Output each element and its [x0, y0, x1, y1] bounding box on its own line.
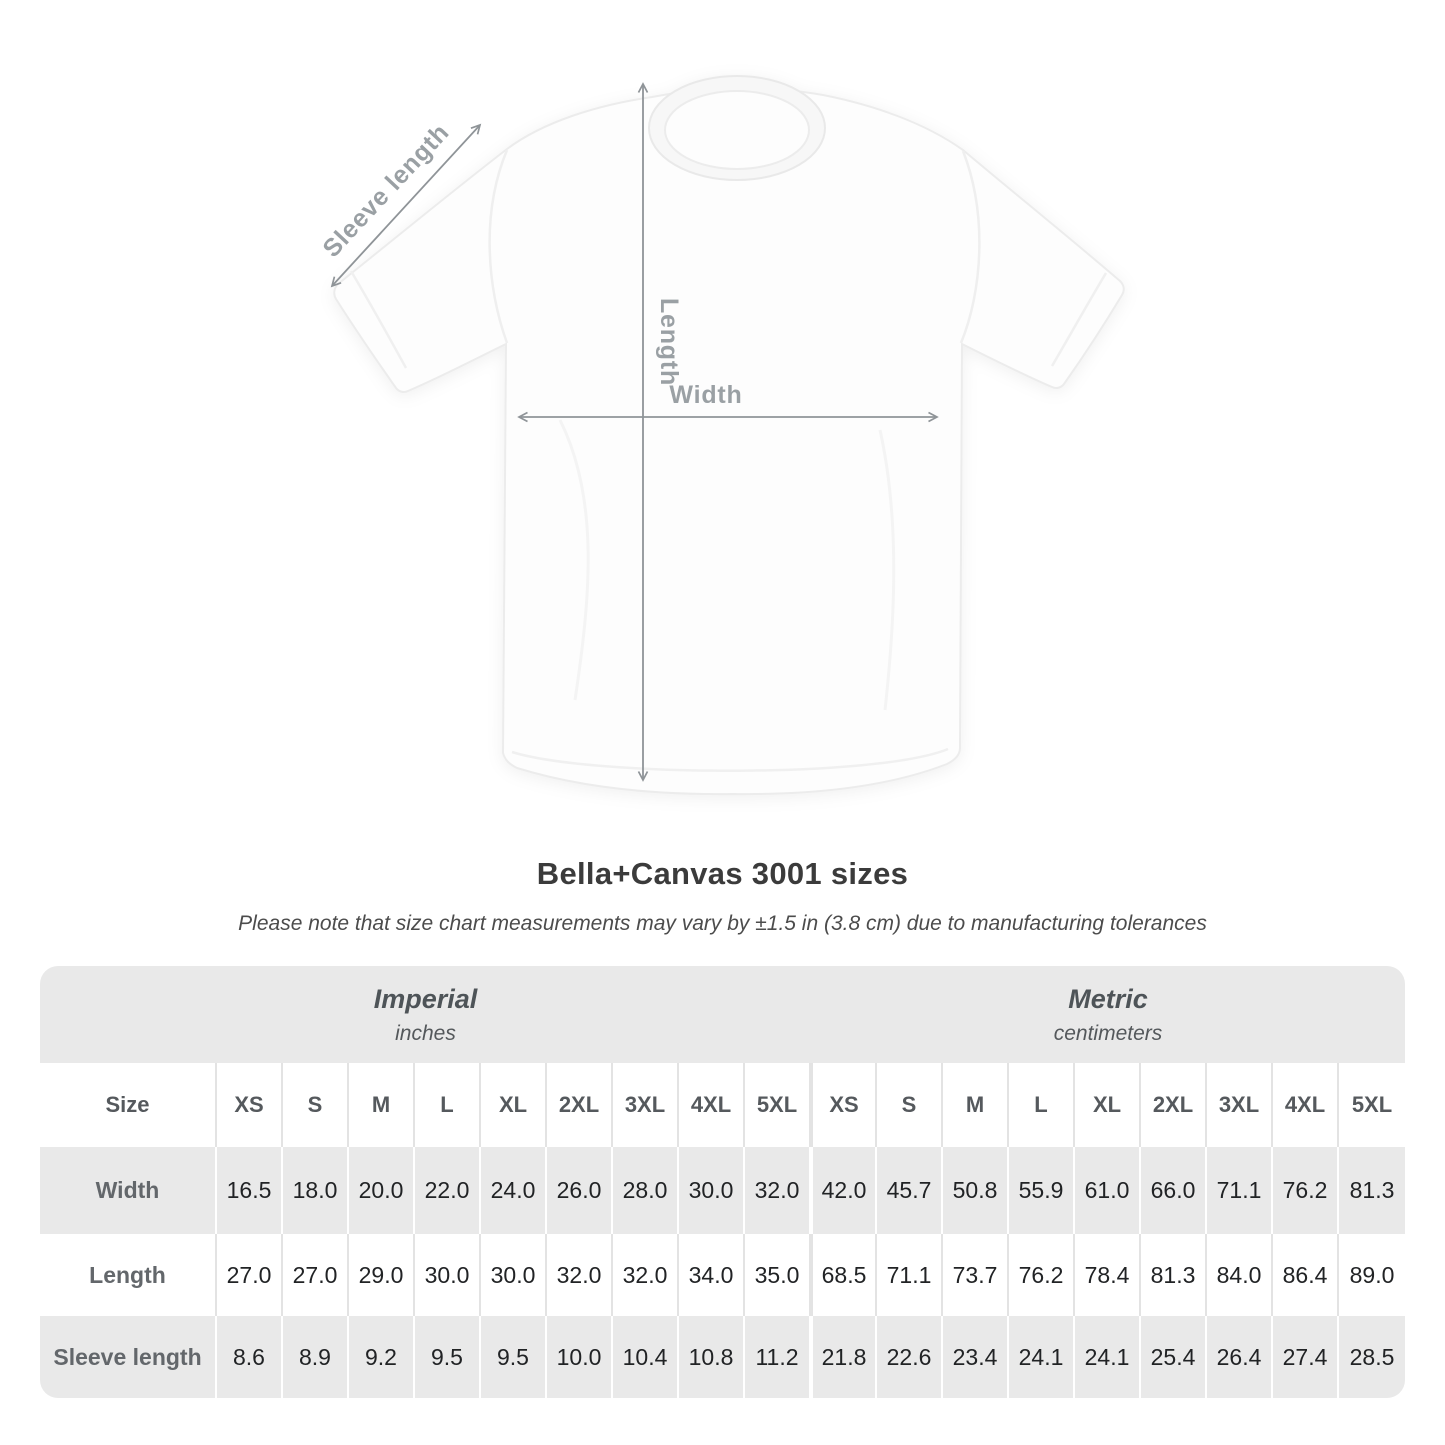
length-label: Length: [655, 298, 683, 386]
row-label: Sleeve length: [40, 1316, 217, 1398]
table-cell: 9.5: [415, 1316, 481, 1398]
table-cell: 27.0: [283, 1234, 349, 1316]
size-col-header: S: [283, 1063, 349, 1147]
table-cell: 11.2: [745, 1316, 811, 1398]
table-cell: 21.8: [811, 1316, 877, 1398]
table-cell: 9.5: [481, 1316, 547, 1398]
tshirt-image: [333, 75, 1125, 796]
length-row: Length 27.0 27.0 29.0 30.0 30.0 32.0 32.…: [40, 1234, 1405, 1316]
size-col-header: 5XL: [745, 1063, 811, 1147]
size-col-header: 3XL: [1207, 1063, 1273, 1147]
metric-group-title: Metric: [1068, 983, 1148, 1014]
table-cell: 23.4: [943, 1316, 1009, 1398]
table-cell: 29.0: [349, 1234, 415, 1316]
tshirt-collar-inner: [664, 90, 810, 170]
table-cell: 32.0: [613, 1234, 679, 1316]
size-col-header: L: [1009, 1063, 1075, 1147]
table-cell: 34.0: [679, 1234, 745, 1316]
size-col-header: 5XL: [1351, 1092, 1393, 1117]
width-row: Width 16.5 18.0 20.0 22.0 24.0 26.0 28.0…: [40, 1147, 1405, 1234]
table-cell: 30.0: [415, 1234, 481, 1316]
table-cell: 26.0: [547, 1147, 613, 1234]
size-col-header: L: [415, 1063, 481, 1147]
table-cell: 66.0: [1141, 1147, 1207, 1234]
page-title: Bella+Canvas 3001 sizes: [536, 856, 909, 891]
table-cell: 61.0: [1075, 1147, 1141, 1234]
table-cell: 8.9: [283, 1316, 349, 1398]
table-cell: 10.0: [547, 1316, 613, 1398]
size-col-header: XS: [217, 1063, 283, 1147]
table-cell: 55.9: [1009, 1147, 1075, 1234]
table-cell: 10.4: [613, 1316, 679, 1398]
table-cell: 35.0: [745, 1234, 811, 1316]
table-cell: 81.3: [1339, 1147, 1405, 1234]
table-cell: 26.4: [1207, 1316, 1273, 1398]
table-cell: 24.1: [1075, 1316, 1141, 1398]
sleeve-length-arrow: [330, 123, 482, 288]
tolerance-note: Please note that size chart measurements…: [238, 912, 1207, 935]
table-cell: 81.3: [1141, 1234, 1207, 1316]
tshirt-measurement-diagram: Width Length Sleeve length: [317, 75, 1125, 796]
size-col-header: S: [877, 1063, 943, 1147]
size-table: Imperial inches Metric centimeters Size …: [40, 966, 1405, 1398]
row-label: Length: [40, 1234, 217, 1316]
measurement-arrows: [330, 82, 939, 782]
table-cell: 27.0: [217, 1234, 283, 1316]
table-cell: 89.0: [1349, 1261, 1395, 1288]
table-cell: 10.8: [679, 1316, 745, 1398]
table-cell: 20.0: [349, 1147, 415, 1234]
size-col-header: 4XL: [679, 1063, 745, 1147]
table-cell: 86.4: [1273, 1234, 1339, 1316]
table-cell: 16.5: [217, 1147, 283, 1234]
table-cell: 8.6: [217, 1316, 283, 1398]
tshirt-body: [333, 86, 1125, 796]
table-cell: 28.5: [1339, 1316, 1405, 1398]
table-cell: 24.1: [1009, 1316, 1075, 1398]
metric-group-unit: centimeters: [1053, 1021, 1163, 1045]
size-col-header: M: [943, 1063, 1009, 1147]
size-row-label: Size: [40, 1063, 217, 1147]
size-col-header: XL: [1075, 1063, 1141, 1147]
imperial-group-title: Imperial: [373, 983, 478, 1014]
table-cell: 76.2: [1273, 1147, 1339, 1234]
table-cell: 22.0: [415, 1147, 481, 1234]
unit-group-header-row: Imperial inches Metric centimeters: [40, 966, 1405, 1063]
table-cell: 71.1: [1207, 1147, 1273, 1234]
size-col-header: 4XL: [1273, 1063, 1339, 1147]
size-col-header: 2XL: [547, 1063, 613, 1147]
table-cell: 30.0: [679, 1147, 745, 1234]
table-cell: 42.0: [811, 1147, 877, 1234]
table-cell: 78.4: [1075, 1234, 1141, 1316]
table-cell: 27.4: [1273, 1316, 1339, 1398]
table-cell: 9.2: [349, 1316, 415, 1398]
table-cell: 24.0: [481, 1147, 547, 1234]
table-cell: 50.8: [943, 1147, 1009, 1234]
size-col-header: XL: [481, 1063, 547, 1147]
imperial-group-unit: inches: [395, 1021, 456, 1045]
size-col-header: M: [349, 1063, 415, 1147]
table-cell: 32.0: [547, 1234, 613, 1316]
metric-group-header: Metric centimeters: [811, 966, 1405, 1063]
table-cell: 45.7: [877, 1147, 943, 1234]
table-cell: 84.0: [1207, 1234, 1273, 1316]
imperial-group-header: Imperial inches: [40, 966, 811, 1063]
table-cell: 22.6: [877, 1316, 943, 1398]
size-header-row: Size XS S M L XL 2XL 3XL 4XL 5XL XS S M …: [40, 1063, 1405, 1147]
size-col-header: XS: [811, 1063, 877, 1147]
width-label: Width: [669, 381, 742, 409]
table-cell: 32.0: [745, 1147, 811, 1234]
size-col-header: 2XL: [1141, 1063, 1207, 1147]
table-cell: 73.7: [943, 1234, 1009, 1316]
table-cell: 71.1: [877, 1234, 943, 1316]
row-label: Width: [40, 1147, 217, 1234]
table-cell: 68.5: [811, 1234, 877, 1316]
table-cell: 28.0: [613, 1147, 679, 1234]
table-cell: 30.0: [481, 1234, 547, 1316]
sleeve-length-row: Sleeve length 8.6 8.9 9.2 9.5 9.5 10.0 1…: [40, 1316, 1405, 1398]
size-col-header: 3XL: [613, 1063, 679, 1147]
table-cell: 18.0: [283, 1147, 349, 1234]
table-cell: 76.2: [1009, 1234, 1075, 1316]
table-cell: 25.4: [1141, 1316, 1207, 1398]
